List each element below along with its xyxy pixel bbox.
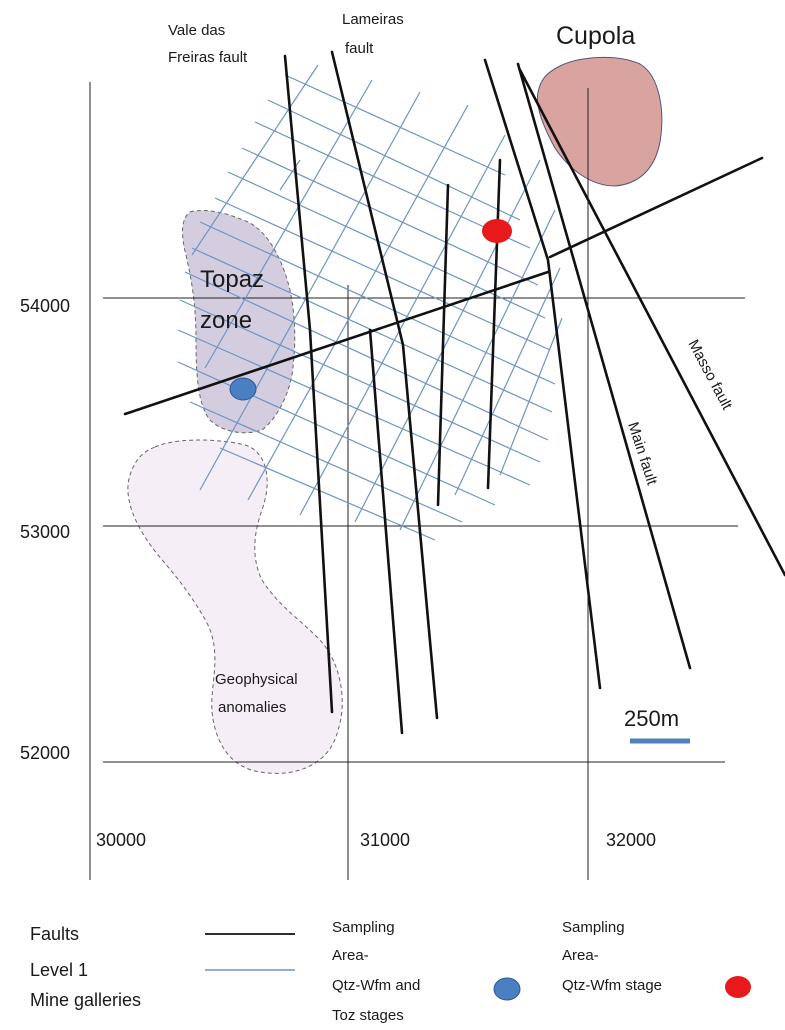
legend-sampling-qtz-wfm-label: Qtz-Wfm stage [562, 977, 662, 994]
main-fault [516, 62, 692, 670]
fault-segment [486, 158, 502, 490]
gallery-line [399, 209, 556, 531]
gallery-line [179, 299, 541, 463]
lameiras-fault-label: fault [345, 40, 374, 57]
gallery-line [191, 64, 319, 256]
legend-sampling-qtz-wfm-label: Area- [562, 947, 599, 964]
northing-label-54000: 54000 [20, 296, 70, 316]
legend-sampling-qtz-wfm-toz-label: Toz stages [332, 1007, 404, 1024]
vale-das-freiras-fault-label: Freiras fault [168, 49, 248, 66]
legend-sampling-qtz-wfm-toz-label: Sampling [332, 919, 395, 936]
easting-label-32000: 32000 [606, 830, 656, 850]
gallery-line [199, 91, 421, 491]
lameiras-fault [330, 50, 439, 720]
gallery-line [184, 271, 549, 441]
lameiras-fault-label: Lameiras [342, 11, 404, 28]
vale-das-freiras-fault [283, 54, 334, 714]
fault-segment [483, 58, 602, 690]
fault-segment [436, 183, 450, 507]
legend-faults-label: Faults [30, 924, 79, 944]
gallery-line [199, 221, 556, 385]
northing-label-52000: 52000 [20, 743, 70, 763]
masso-fault [518, 68, 785, 577]
topaz-zone-label: zone [200, 307, 252, 334]
legend-sampling-qtz-wfm-toz-label: Qtz-Wfm and [332, 977, 420, 994]
topaz-zone-label: Topaz [200, 266, 264, 293]
gallery-line [267, 99, 521, 221]
masso-fault-label: Masso fault [684, 337, 735, 413]
geophysical-anomalies-label: anomalies [218, 699, 286, 716]
gallery-line [499, 317, 563, 476]
gallery-line [279, 159, 301, 191]
gallery-line [354, 159, 541, 523]
gallery-line [299, 134, 506, 516]
scale-bar-label: 250m [624, 706, 679, 731]
gallery-line [219, 447, 436, 541]
gallery-line [204, 79, 373, 369]
cupola-zone [536, 57, 663, 187]
gallery-line [247, 104, 469, 501]
legend-level1-label: Level 1 [30, 960, 88, 980]
gallery-line [227, 171, 546, 319]
faults [123, 50, 785, 735]
legend-mine-galleries-label: Mine galleries [30, 990, 141, 1010]
gallery-line [241, 147, 539, 286]
cross-fault [123, 270, 550, 416]
fault-segment [368, 328, 404, 735]
cross-fault [548, 156, 764, 259]
vale-das-freiras-fault-label: Vale das [168, 22, 225, 39]
gallery-line [284, 74, 506, 176]
easting-label-30000: 30000 [96, 830, 146, 850]
sample-point-qtz-wfm-toz [229, 377, 257, 401]
gallery-line [454, 267, 561, 496]
northing-label-53000: 53000 [20, 522, 70, 542]
geophysical-anomalies-zone [127, 439, 343, 774]
legend-red-sample-swatch [725, 976, 751, 998]
geophysical-anomalies-label: Geophysical [215, 671, 298, 688]
sample-point-qtz-wfm [482, 219, 512, 243]
easting-label-31000: 31000 [360, 830, 410, 850]
legend: Faults Level 1 Mine galleries Sampling A… [30, 919, 751, 1024]
legend-blue-sample-swatch [493, 977, 521, 1001]
legend-sampling-qtz-wfm-label: Sampling [562, 919, 625, 936]
legend-sampling-qtz-wfm-toz-label: Area- [332, 947, 369, 964]
cupola-label: Cupola [556, 22, 635, 50]
